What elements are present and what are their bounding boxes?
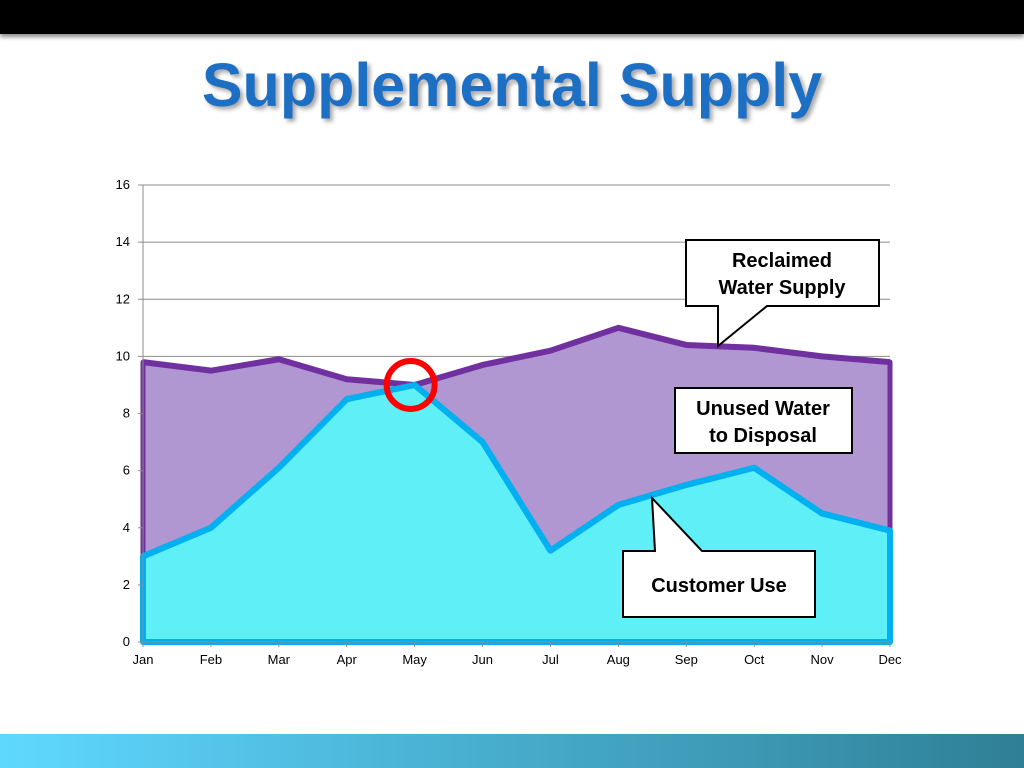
callout-unused-water: Unused Water to Disposal: [674, 387, 853, 454]
x-tick-label: Sep: [675, 652, 698, 667]
x-tick-label: Feb: [200, 652, 222, 667]
highlight-marker: [383, 357, 438, 412]
callout-box: [622, 495, 816, 618]
axes: [138, 184, 891, 647]
y-tick-label: 4: [123, 520, 130, 535]
x-tick-label: Mar: [268, 652, 291, 667]
x-tick-label: Nov: [811, 652, 835, 667]
y-tick-label: 6: [123, 463, 130, 478]
callout-box: [685, 239, 880, 349]
bottom-bar: [0, 734, 1024, 768]
x-tick-label: Dec: [878, 652, 902, 667]
highlight-circle-marker: [383, 357, 438, 412]
y-tick-label: 16: [116, 177, 130, 192]
callout-line-1: Reclaimed: [732, 250, 832, 272]
y-tick-label: 12: [116, 291, 130, 306]
top-bar: [0, 0, 1024, 34]
callout-line-2: to Disposal: [709, 425, 817, 447]
callout-reclaimed-water-supply: Reclaimed Water Supply: [685, 239, 880, 349]
x-tick-label: Jan: [133, 652, 154, 667]
series-line-customer-use: [141, 381, 891, 560]
callout-line-1: Customer Use: [651, 575, 787, 597]
x-tick-label: Jul: [542, 652, 559, 667]
callout-line-1: Unused Water: [696, 398, 830, 420]
x-tick-label: Jun: [472, 652, 493, 667]
callout-line-2: Water Supply: [718, 277, 846, 299]
tick-labels: 0 2 4 6 8 10 12 14 16 Jan Feb Mar Apr May Jun Jul Aug Sep…: [116, 177, 903, 667]
x-tick-label: Apr: [337, 652, 358, 667]
x-tick-label: May: [402, 652, 427, 667]
callout-box: [674, 387, 853, 454]
y-tick-label: 14: [116, 234, 130, 249]
callout-customer-use: Customer Use: [622, 495, 816, 618]
slide-title: Supplemental Supply: [201, 51, 823, 119]
x-tick-label: Aug: [607, 652, 630, 667]
series-line-reclaimed-supply: [142, 324, 891, 388]
x-tick-label: Oct: [744, 652, 765, 667]
y-tick-label: 10: [116, 348, 130, 363]
y-tick-label: 2: [123, 577, 130, 592]
y-tick-label: 8: [123, 406, 130, 421]
y-tick-label: 0: [123, 634, 130, 649]
